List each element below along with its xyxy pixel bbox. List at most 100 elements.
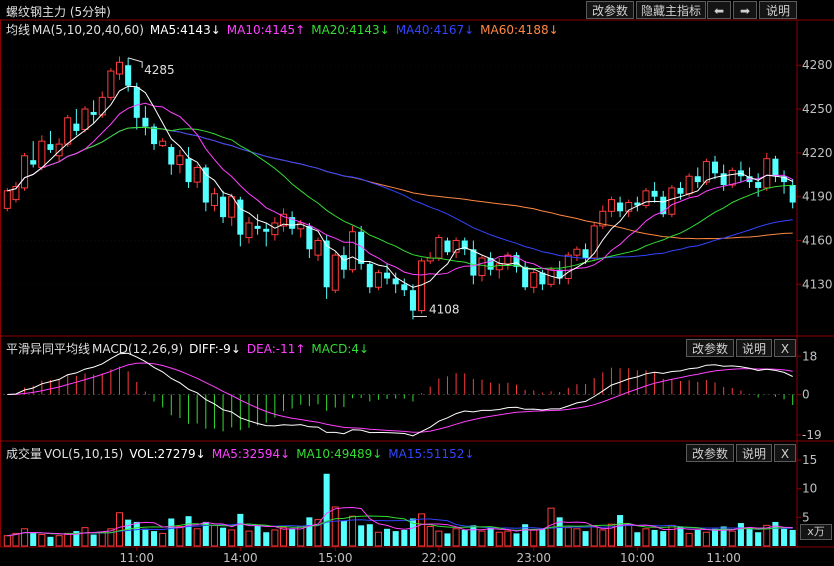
price-tick-label: 4220: [802, 146, 833, 160]
volume-bar-up: [228, 529, 236, 547]
volume-bar-down: [168, 518, 175, 546]
volume-bar-up: [98, 531, 106, 547]
candle-up: [599, 210, 607, 227]
macd-modify-button[interactable]: 改参数: [686, 339, 734, 357]
volume-bar-up: [271, 529, 279, 547]
volume-bar-down: [185, 516, 192, 546]
next-arrow-button[interactable]: ➡: [733, 1, 757, 19]
modify-params-button[interactable]: 改参数: [586, 1, 634, 19]
volume-bar-down: [47, 536, 54, 546]
volume-bar-up: [495, 531, 503, 547]
annotation-label: 4285: [144, 63, 175, 77]
volume-bar-down: [772, 521, 779, 546]
price-tick-label: 4250: [802, 102, 833, 116]
candle-up: [668, 187, 676, 215]
candle-down: [487, 258, 494, 270]
vol-ma10-line: [7, 515, 793, 537]
volume-bar-down: [263, 532, 270, 546]
ma5-line: [7, 85, 793, 288]
candle-up: [115, 61, 124, 75]
candle-down: [617, 202, 624, 212]
macd-close-button[interactable]: X: [774, 339, 796, 357]
price-tick-label: 4190: [802, 190, 833, 204]
volume-bar-up: [702, 531, 710, 547]
prev-arrow-button[interactable]: ⬅: [707, 1, 731, 19]
candle-down: [254, 225, 261, 229]
ma5-value: MA5:4143↓: [149, 23, 221, 37]
candle-down: [125, 65, 132, 86]
volume-bar-up: [349, 515, 357, 547]
time-tick-label: 11:00: [119, 551, 154, 565]
candle-up: [64, 117, 72, 145]
candle-up: [81, 108, 89, 130]
vol-modify-button[interactable]: 改参数: [686, 444, 734, 462]
candle-up: [452, 240, 460, 253]
help-button[interactable]: 说明: [759, 1, 797, 19]
volume-bar-up: [21, 528, 29, 547]
volume-bar-down: [737, 523, 744, 546]
volume-bar-up: [245, 530, 253, 547]
volume-bar-up: [115, 512, 124, 547]
ma60-value: MA60:4188↓: [480, 23, 559, 37]
ma-label: 均线: [6, 23, 31, 37]
candle-up: [374, 272, 382, 288]
volume-bar-up: [426, 526, 434, 547]
ma-legend: 均线 MA(5,10,20,40,60) MA5:4143↓ MA10:4145↑ MA…: [6, 21, 565, 38]
volume-bar-down: [90, 534, 97, 546]
volume-bar-up: [3, 535, 11, 547]
volume-bar-down: [384, 528, 391, 546]
vol-close-button[interactable]: X: [774, 444, 796, 462]
volume-bar-down: [513, 533, 520, 546]
volume-bar-down: [220, 527, 227, 546]
candle-up: [279, 213, 288, 227]
instrument-title: 螺纹钢主力 (5分钟): [6, 5, 111, 19]
volume-bar-down: [340, 520, 347, 546]
volume-tick-label: 5: [802, 510, 810, 524]
volume-bar-up: [530, 529, 538, 547]
candle-down: [781, 176, 788, 183]
volume-unit-label: x万: [800, 524, 832, 540]
volume-bar-up: [210, 524, 218, 547]
annotation-label: 4108: [429, 302, 460, 316]
volume-bar-up: [564, 527, 572, 547]
volume-bar-down: [409, 518, 416, 546]
volume-bar-down: [392, 531, 399, 546]
ma-params: MA(5,10,20,40,60): [32, 23, 144, 37]
volume-bar-down: [522, 524, 529, 546]
candle-down: [539, 272, 546, 285]
volume-bar-up: [12, 532, 20, 547]
vol-ma15-line: [7, 518, 793, 537]
candle-down: [720, 173, 727, 185]
volume-bar-down: [289, 528, 296, 546]
candle-up: [504, 254, 512, 265]
ma20-value: MA20:4143↓: [311, 23, 390, 37]
hide-main-indicator-button[interactable]: 隐藏主指标: [636, 1, 706, 19]
ma40-value: MA40:4167↓: [395, 23, 475, 37]
candle-down: [73, 123, 80, 131]
macd-help-button[interactable]: 说明: [736, 339, 772, 357]
vol-help-button[interactable]: 说明: [736, 444, 772, 462]
vol-value: VOL:27279↓: [129, 447, 206, 461]
volume-bar-up: [763, 524, 771, 547]
volume-bar-up: [452, 528, 460, 547]
volume-bar-down: [202, 521, 209, 546]
candle-up: [642, 190, 650, 206]
candle-down: [358, 231, 365, 264]
volume-bar-up: [478, 530, 486, 547]
volume-bar-up: [81, 527, 89, 547]
volume-bar-down: [781, 528, 788, 546]
diff-line: [7, 352, 793, 437]
candle-up: [763, 158, 771, 189]
volume-bar-up: [590, 526, 598, 547]
macd-params: MACD(12,26,9): [92, 342, 184, 356]
candle-up: [271, 222, 279, 236]
volume-bar-down: [487, 527, 494, 546]
candle-down: [142, 117, 149, 127]
volume-bar-up: [314, 519, 322, 547]
volume-bar-down: [677, 526, 684, 546]
volume-bar-up: [668, 524, 676, 547]
volume-bar-down: [358, 525, 365, 546]
volume-bar-down: [582, 531, 589, 546]
volume-bar-up: [418, 513, 426, 547]
